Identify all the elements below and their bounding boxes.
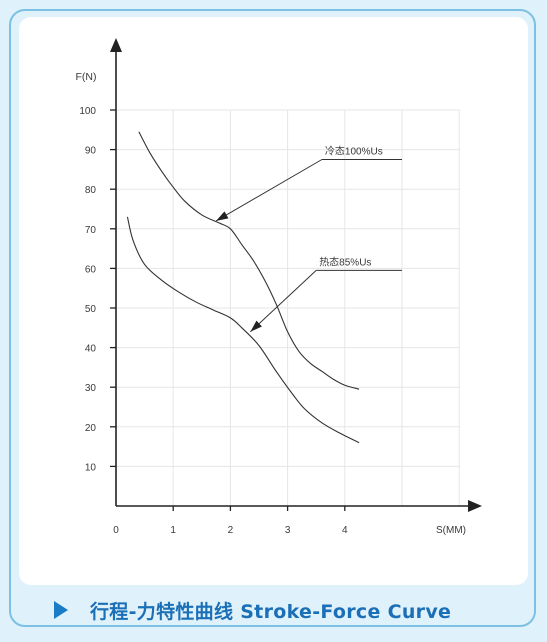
y-axis-arrow [110, 38, 122, 52]
y-tick-label: 10 [85, 462, 97, 473]
y-tick-label: 40 [85, 344, 97, 355]
y-tick-label: 100 [79, 106, 96, 117]
y-tick-label: 20 [85, 423, 97, 434]
x-tick-label: 0 [113, 525, 119, 536]
x-tick-label: 1 [170, 525, 176, 536]
x-axis-arrow [468, 500, 482, 512]
y-tick-label: 30 [85, 383, 97, 394]
y-tick-label: 90 [85, 146, 97, 157]
y-tick-label: 50 [85, 304, 97, 315]
x-tick-label: 4 [342, 525, 348, 536]
annotation-arrowhead [250, 320, 262, 332]
x-tick-label: 2 [228, 525, 234, 536]
annotation-leader [215, 159, 323, 222]
annotation-leader [250, 270, 317, 333]
caption-bar: 行程-力特性曲线 Stroke-Force Curve [54, 596, 451, 624]
x-tick-label: 3 [285, 525, 291, 536]
x-axis-label: S(MM) [436, 525, 466, 536]
y-tick-label: 70 [85, 225, 97, 236]
annotation-label: 冷态100%Us [325, 145, 383, 158]
series-line-hot [126, 216, 360, 444]
y-tick-label: 80 [85, 185, 97, 196]
y-tick-label: 60 [85, 264, 97, 275]
chart-caption: 行程-力特性曲线 Stroke-Force Curve [90, 600, 452, 623]
series-line-cold [138, 131, 360, 390]
play-icon [54, 601, 68, 619]
chart-panel [19, 17, 528, 585]
y-axis-label: F(N) [76, 71, 97, 83]
annotation-label: 热态85%Us [319, 255, 371, 268]
annotation-arrowhead [216, 211, 229, 221]
